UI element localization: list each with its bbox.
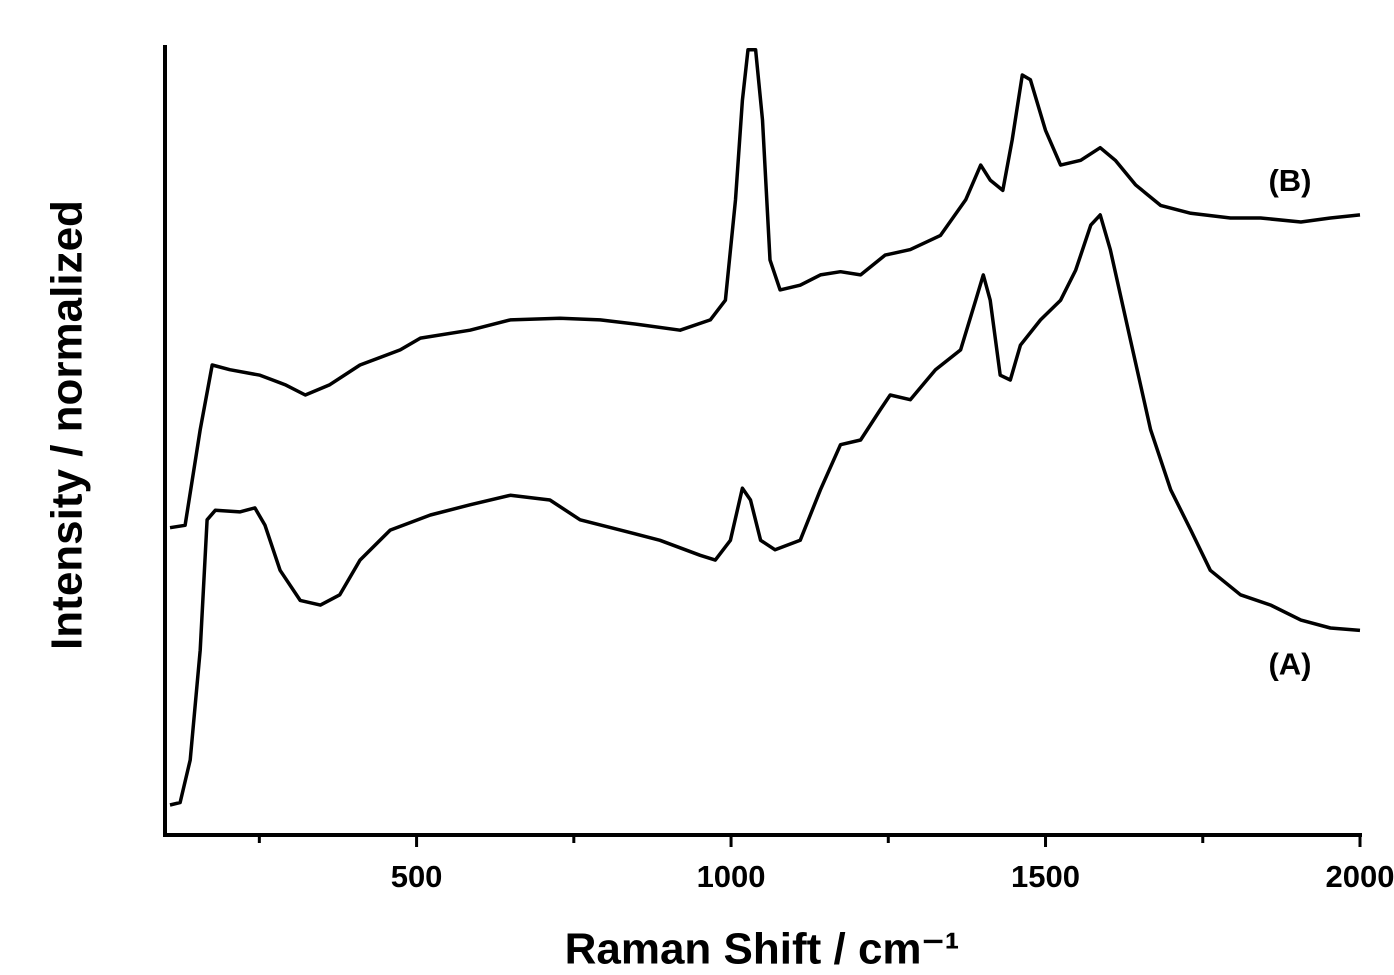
x-tick-label: 1500 [1011, 859, 1080, 894]
series-label: (B) [1268, 163, 1311, 198]
series-label: (A) [1268, 647, 1311, 682]
x-tick-label: 1000 [697, 859, 766, 894]
x-axis-label: Raman Shift / cm⁻¹ [565, 925, 960, 974]
x-tick-label: 500 [391, 859, 443, 894]
y-axis-label: Intensity / normalized [43, 200, 92, 650]
spectrum-line [169, 213, 1361, 807]
spectrum-line [169, 47, 1361, 530]
x-tick-label: 2000 [1326, 859, 1394, 894]
